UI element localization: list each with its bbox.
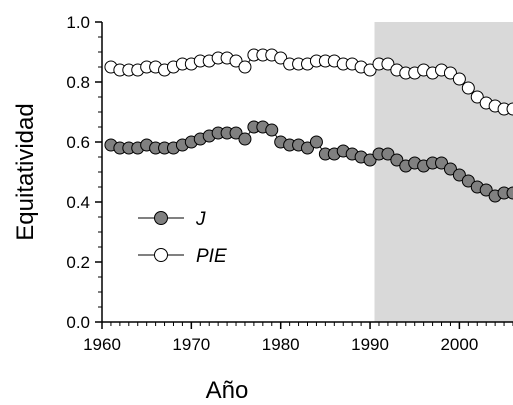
data-point (309, 135, 323, 149)
data-point (452, 72, 466, 86)
data-point (363, 153, 377, 167)
x-tick-label: 1990 (351, 335, 389, 354)
x-axis-label: Año (206, 377, 249, 404)
data-point (265, 123, 279, 137)
y-tick-label: 1.0 (66, 13, 90, 32)
data-point (461, 174, 475, 188)
data-point (301, 141, 314, 155)
x-tick-label: 2000 (440, 335, 478, 354)
legend-label: J (195, 209, 206, 230)
y-tick-label: 0.8 (66, 73, 90, 92)
data-point (363, 63, 377, 77)
legend-marker (154, 248, 168, 262)
data-point (381, 147, 395, 161)
y-axis-label: Equitatividad (12, 103, 39, 240)
data-point (381, 57, 395, 71)
x-tick-label: 1960 (83, 335, 121, 354)
data-point (506, 102, 513, 116)
data-point (435, 156, 449, 170)
data-point (479, 183, 493, 197)
y-tick-label: 0.0 (66, 313, 90, 332)
data-point (470, 90, 484, 104)
data-point (229, 126, 243, 140)
data-point (443, 66, 457, 80)
y-tick-label: 0.2 (66, 253, 90, 272)
x-tick-label: 1970 (172, 335, 210, 354)
x-tick-label: 1980 (262, 335, 300, 354)
data-point (274, 51, 288, 65)
y-tick-label: 0.6 (66, 133, 90, 152)
data-point (452, 168, 466, 182)
data-point (229, 54, 243, 68)
legend-marker (154, 211, 168, 225)
data-point (506, 186, 513, 200)
legend-label: PIE (196, 246, 227, 267)
data-point (238, 132, 252, 146)
data-point (390, 153, 404, 167)
data-point (238, 60, 252, 74)
data-point (443, 162, 457, 176)
y-tick-label: 0.4 (66, 193, 90, 212)
data-point (461, 81, 475, 95)
